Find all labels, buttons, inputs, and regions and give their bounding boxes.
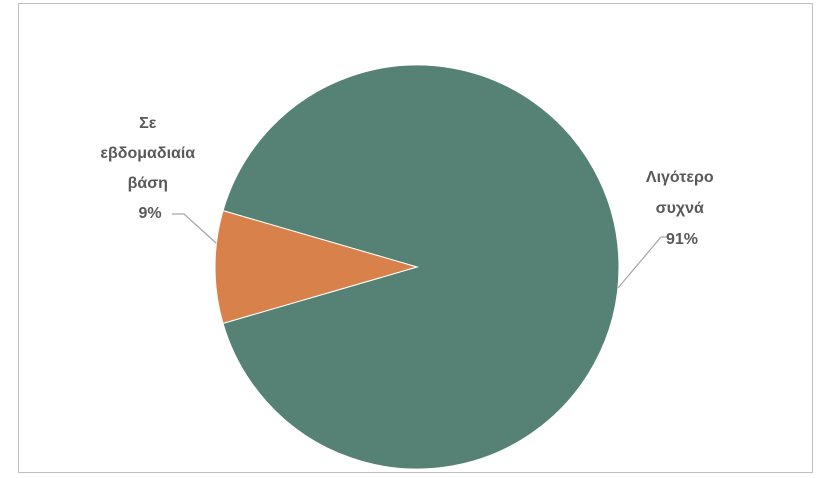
slice-label-weekly: Σε εβδομαδιαία βάση 9% [100, 115, 199, 222]
slice-weekly [214, 210, 419, 324]
slice-label-less-often: Λιγότερο συχνά 91% [646, 169, 718, 248]
slice-label-weekly-line2: εβδομαδιαία [100, 145, 195, 162]
leader-lines [172, 213, 668, 289]
slice-label-weekly-line1: Σε [139, 115, 157, 132]
slice-label-less-often-line1: Λιγότερο [646, 169, 714, 186]
pie-slices [214, 64, 620, 470]
slice-percent-weekly: 9% [138, 205, 161, 222]
slice-percent-less-often: 91% [666, 231, 698, 248]
leader-line-weekly [172, 213, 217, 244]
slice-label-weekly-line3: βάση [128, 175, 168, 192]
leader-line-less-often [617, 236, 668, 289]
slice-label-less-often-line2: συχνά [656, 200, 704, 217]
slice-less-often [222, 64, 620, 470]
